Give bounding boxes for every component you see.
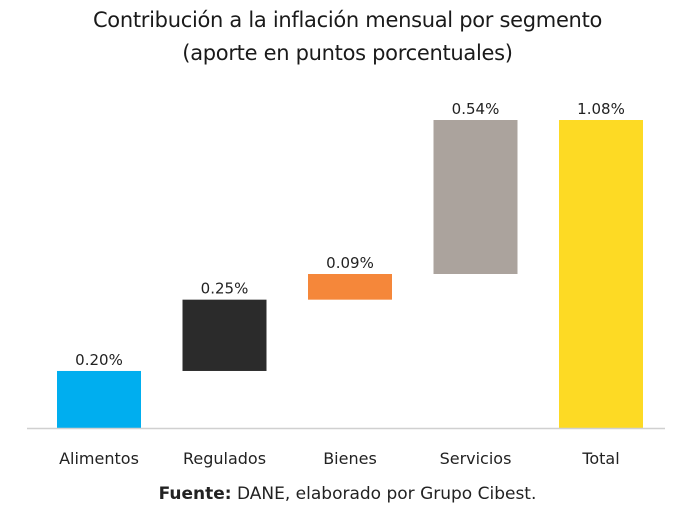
data-label: 0.54% <box>452 100 500 118</box>
data-label: 1.08% <box>577 100 625 118</box>
x-tick-label: Servicios <box>440 449 512 468</box>
x-tick-label: Regulados <box>183 449 266 468</box>
source-note: Fuente: DANE, elaborado por Grupo Cibest… <box>0 484 695 504</box>
bar-alimentos <box>57 370 141 428</box>
bar-bienes <box>308 274 392 300</box>
x-tick-label: Total <box>581 449 619 468</box>
data-label: 0.25% <box>201 280 249 298</box>
x-tick-label: Alimentos <box>59 449 139 468</box>
bar-regulados <box>182 299 267 371</box>
bar-servicios <box>433 120 518 274</box>
chart-subtitle: (aporte en puntos porcentuales) <box>182 41 513 65</box>
data-label: 0.09% <box>326 254 374 272</box>
chart-title: Contribución a la inflación mensual por … <box>92 8 603 32</box>
data-label: 0.20% <box>75 351 123 369</box>
source-text: DANE, elaborado por Grupo Cibest. <box>231 484 537 504</box>
x-tick-label: Bienes <box>323 449 377 468</box>
bar-total <box>559 120 643 428</box>
source-label: Fuente: <box>158 484 232 504</box>
waterfall-chart: 0.20% Alimentos 0.25% Regulados 0.09% Bienes 0… <box>27 100 665 468</box>
